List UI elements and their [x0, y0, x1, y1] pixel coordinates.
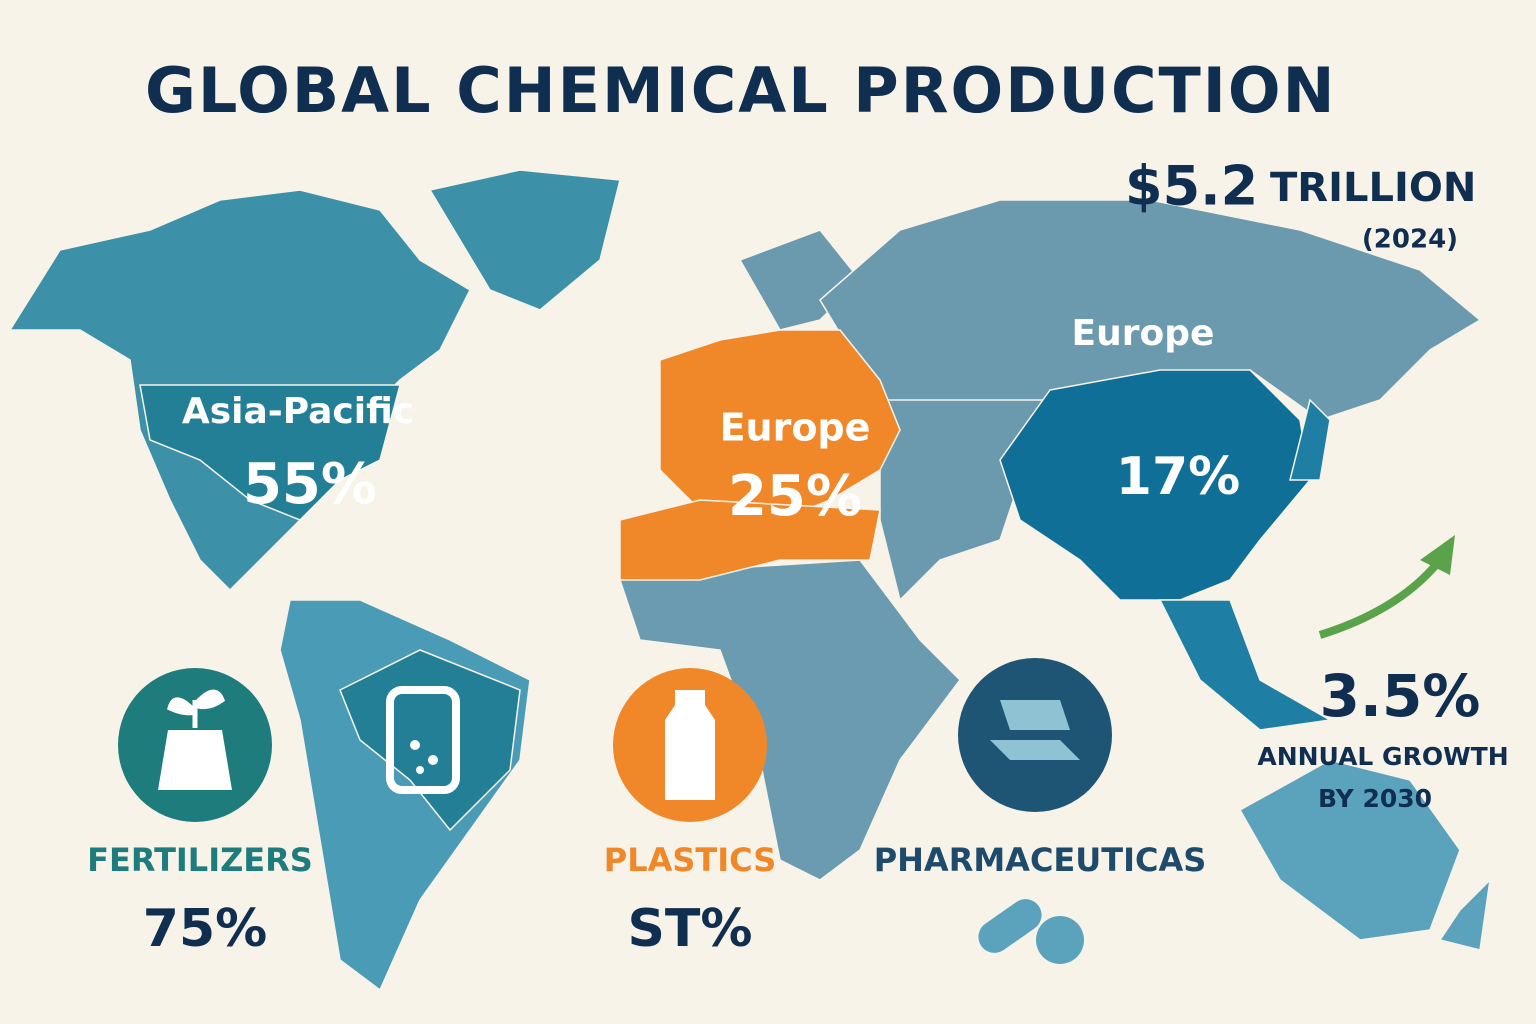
japan — [1289, 398, 1331, 481]
pill-icon — [978, 899, 1084, 964]
sector-name: FERTILIZERS — [87, 841, 313, 879]
growth-caption: BY 2030 — [1318, 784, 1432, 813]
growth-caption: ANNUAL GROWTH — [1257, 742, 1508, 771]
icon-bag — [158, 730, 232, 790]
new-zealand — [1438, 877, 1492, 951]
growth-rate: 3.5% — [1320, 662, 1481, 730]
usa — [139, 384, 401, 521]
sector-name: PHARMACEUTICAS — [874, 841, 1207, 879]
title: GLOBAL CHEMICAL PRODUCTION — [145, 54, 1336, 127]
growth-arrow — [1318, 557, 1444, 639]
world-map — [8, 169, 1492, 992]
region-label: Europe — [720, 406, 871, 450]
icon-dot — [416, 766, 424, 774]
fertilizer-icon — [118, 668, 272, 822]
icon-tablet — [1036, 916, 1084, 964]
icon-sack — [386, 686, 460, 794]
market-year: (2024) — [1362, 225, 1458, 255]
icon-stack — [990, 700, 1080, 760]
brazil — [339, 649, 521, 832]
region-share: 25% — [728, 464, 862, 529]
icon-circle — [958, 658, 1112, 812]
north-africa — [619, 499, 881, 581]
greenland — [428, 169, 621, 311]
market-unit: TRILLION — [1270, 165, 1476, 211]
plastics-icon — [613, 668, 767, 822]
icon-dot — [410, 740, 420, 750]
icon-capsule — [978, 899, 1042, 953]
sector-name: PLASTICS — [604, 841, 777, 879]
region-share: 17% — [1116, 447, 1240, 507]
region-label: Asia-Pacific — [182, 391, 414, 432]
growth-arrow-head — [1420, 535, 1455, 575]
bag-icon — [386, 686, 460, 794]
icon-bottle — [665, 690, 715, 800]
market-value: $5.2 — [1125, 155, 1258, 218]
southeast-asia — [1158, 599, 1333, 731]
sector-share: 75% — [143, 899, 267, 959]
region-label: Europe — [1072, 313, 1215, 354]
region-share: 55% — [243, 452, 377, 517]
pharma-icon — [958, 658, 1112, 812]
china — [999, 369, 1311, 601]
sector-share: ST% — [627, 899, 752, 959]
icon-sprout — [167, 689, 226, 728]
icon-dot — [428, 755, 438, 765]
australia — [1238, 759, 1461, 941]
